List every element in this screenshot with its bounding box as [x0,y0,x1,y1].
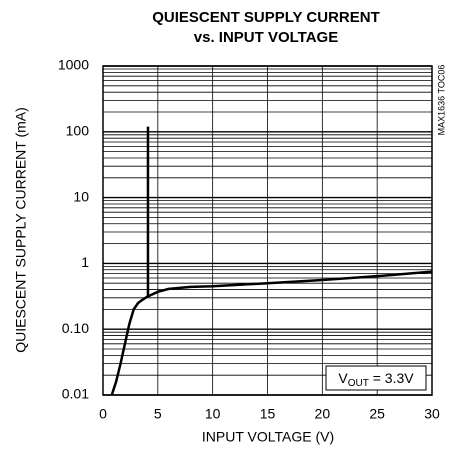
x-tick-label: 5 [154,406,162,422]
annotation-rest: = 3.3V [369,370,414,386]
x-tick-label: 20 [315,406,331,422]
y-tick-label: 1 [81,254,89,270]
y-tick-label: 0.01 [62,386,89,402]
x-tick-label: 30 [424,406,440,422]
x-tick-label: 25 [369,406,385,422]
x-tick-label: 10 [205,406,221,422]
chart-title: vs. INPUT VOLTAGE [194,29,338,46]
annotation-base: V [338,370,348,386]
annotation: VOUT = 3.3V [338,370,414,389]
annotation-sub: OUT [348,378,369,389]
x-tick-label: 15 [260,406,276,422]
x-tick-label: 0 [99,406,107,422]
y-tick-label: 10 [73,188,89,204]
plot-frame [102,65,433,396]
y-tick-label: 0.10 [62,320,89,336]
x-axis-label: INPUT VOLTAGE (V) [202,429,334,445]
y-tick-label: 100 [66,123,90,139]
y-tick-label: 1000 [58,57,89,73]
chart-title: QUIESCENT SUPPLY CURRENT [152,9,380,26]
annotation-box [325,365,427,391]
y-axis-label: QUIESCENT SUPPLY CURRENT (mA) [13,107,29,353]
side-note: MAX1636 TOC06 [436,65,446,136]
